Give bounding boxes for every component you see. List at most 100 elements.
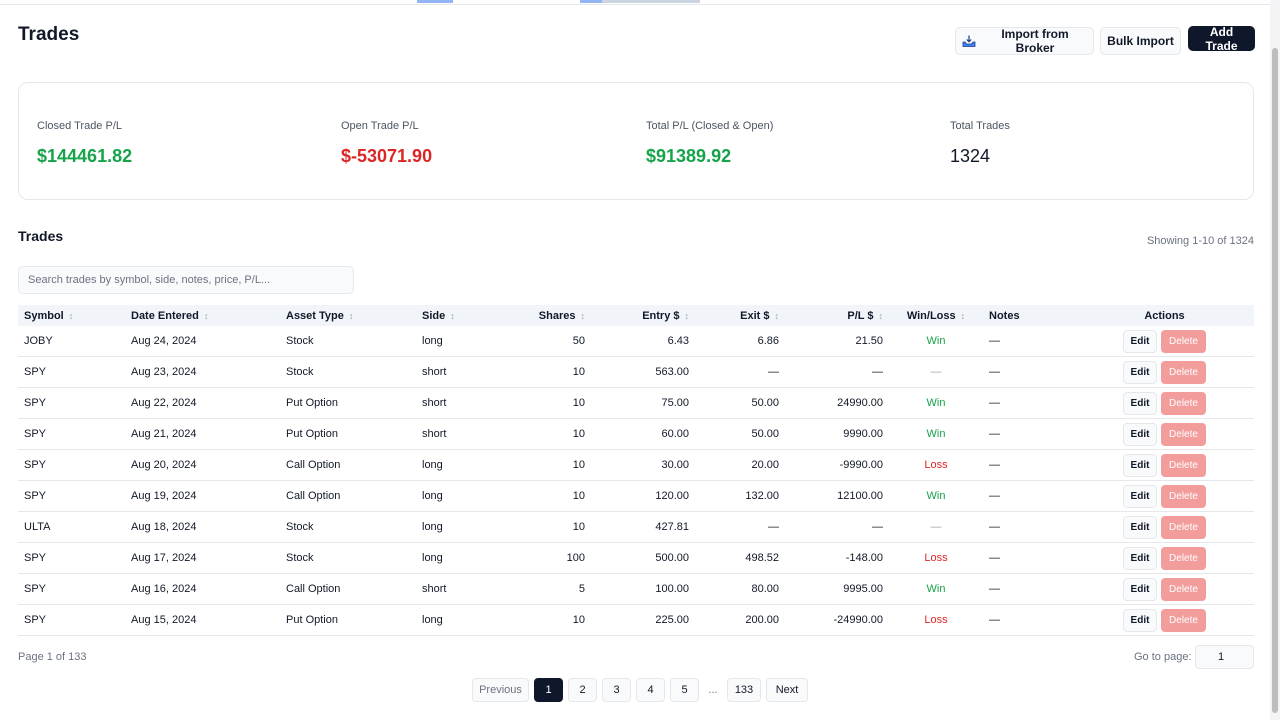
delete-trade-button[interactable]: Delete [1161,515,1206,539]
table-row: SPY Aug 23, 2024 Stock short 10 563.00— — — — Edi… [18,356,1254,388]
col-header-label: Side [422,309,446,322]
sort-arrows-icon[interactable]: ↕ [580,310,586,321]
cell-entry-price: 120.00 [591,480,695,512]
delete-trade-button[interactable]: Delete [1161,360,1206,384]
stat-label: Closed Trade P/L [37,120,122,132]
cell-notes: — [983,480,1075,512]
add-trade-button[interactable]: Add Trade [1188,25,1255,53]
sort-arrows-icon[interactable]: ↕ [684,310,690,321]
cell-entry-price: 30.00 [591,449,695,481]
cell-shares: 10 [506,511,591,543]
delete-trade-button[interactable]: Delete [1161,577,1206,601]
cell-exit-price: 50.00 [695,387,785,419]
cell-asset-type: Call Option [280,573,416,605]
sort-arrows-icon[interactable]: ↕ [878,310,884,321]
edit-trade-button[interactable]: Edit [1123,360,1157,384]
cell-entry-price: 60.00 [591,418,695,450]
showing-count: Showing 1-10 of 1324 [1146,235,1254,247]
edit-trade-button[interactable]: Edit [1123,577,1157,601]
cell-exit-price: 20.00 [695,449,785,481]
sort-arrows-icon[interactable]: ↕ [450,310,455,321]
cell-actions: Edit Delete [1075,387,1254,419]
col-header-entry[interactable]: Entry $ ↕ [591,305,695,326]
edit-trade-button[interactable]: Edit [1123,484,1157,508]
edit-trade-button[interactable]: Edit [1123,329,1157,353]
col-header-pl[interactable]: P/L $ ↕ [785,305,889,326]
page-button-4[interactable]: 4 [636,678,665,702]
page-button-1[interactable]: 1 [534,678,563,702]
cell-notes: — [983,573,1075,605]
table-row: SPY Aug 16, 2024 Call Option short 5 100.00 80… [18,573,1254,605]
previous-page-button[interactable]: Previous [472,678,529,702]
col-header-asset-type[interactable]: Asset Type ↕ [280,305,416,326]
table-row: SPY Aug 22, 2024 Put Option short 10 75.00 50.… [18,387,1254,419]
next-page-button[interactable]: Next [766,678,808,702]
cell-asset-type: Stock [280,356,416,388]
cell-exit-price: 6.86 [695,326,785,357]
delete-trade-button[interactable]: Delete [1161,608,1206,632]
delete-trade-button[interactable]: Delete [1161,453,1206,477]
sort-arrows-icon[interactable]: ↕ [960,310,966,321]
cell-date-entered: Aug 19, 2024 [125,480,280,512]
cell-asset-type: Call Option [280,480,416,512]
page-button-5[interactable]: 5 [670,678,699,702]
cell-pl: 9990.00 [785,418,889,450]
goto-page-input[interactable] [1195,645,1254,669]
col-header-shares[interactable]: Shares ↕ [506,305,591,326]
cell-asset-type: Put Option [280,604,416,636]
delete-trade-button[interactable]: Delete [1161,484,1206,508]
delete-trade-button[interactable]: Delete [1161,391,1206,415]
edit-trade-button[interactable]: Edit [1123,515,1157,539]
cell-exit-price: — [695,356,785,388]
inbox-tray-icon [962,34,976,48]
sort-arrows-icon[interactable]: ↕ [774,310,780,321]
edit-trade-button[interactable]: Edit [1123,546,1157,570]
cell-entry-price: 6.43 [591,326,695,357]
page-button-3[interactable]: 3 [602,678,631,702]
col-header-exit[interactable]: Exit $ ↕ [695,305,785,326]
scrollbar-thumb[interactable] [1272,48,1278,713]
col-header-label: Asset Type [286,309,344,322]
delete-trade-button[interactable]: Delete [1161,422,1206,446]
edit-trade-button[interactable]: Edit [1123,422,1157,446]
edit-trade-button[interactable]: Edit [1123,391,1157,415]
bulk-import-button[interactable]: Bulk Import [1100,27,1181,55]
sort-arrows-icon[interactable]: ↕ [348,310,354,321]
search-input[interactable] [18,266,354,294]
cell-side: long [416,542,506,574]
page-button-last[interactable]: 133 [727,678,761,702]
cell-entry-price: 500.00 [591,542,695,574]
cell-symbol: SPY [18,573,125,605]
col-header-label: Exit $ [740,309,770,322]
pagination: Previous 1 2 3 4 5 ... 133 Next [472,678,808,702]
delete-trade-button[interactable]: Delete [1161,546,1206,570]
pagination-ellipsis: ... [708,684,718,696]
cell-side: long [416,326,506,357]
import-from-broker-button[interactable]: Import from Broker [955,27,1094,55]
cell-symbol: SPY [18,356,125,388]
col-header-actions: Actions [1075,305,1254,326]
cell-shares: 5 [506,573,591,605]
sort-arrows-icon[interactable]: ↕ [68,310,74,321]
cell-actions: Edit Delete [1075,418,1254,450]
col-header-label: Date Entered [131,309,199,322]
page-button-2[interactable]: 2 [568,678,597,702]
sort-arrows-icon[interactable]: ↕ [203,310,209,321]
delete-trade-button[interactable]: Delete [1161,329,1206,353]
cell-date-entered: Aug 17, 2024 [125,542,280,574]
page-scrollbar[interactable] [1270,0,1280,720]
cell-symbol: SPY [18,604,125,636]
cell-asset-type: Put Option [280,387,416,419]
cell-pl: 21.50 [785,326,889,357]
cell-pl: — [785,511,889,543]
col-header-win-loss[interactable]: Win/Loss ↕ [889,305,983,326]
col-header-side[interactable]: Side ↕ [416,305,506,326]
cell-side: long [416,604,506,636]
cell-side: short [416,356,506,388]
col-header-symbol[interactable]: Symbol ↕ [18,305,125,326]
cell-symbol: ULTA [18,511,125,543]
edit-trade-button[interactable]: Edit [1123,453,1157,477]
col-header-date[interactable]: Date Entered ↕ [125,305,280,326]
cell-entry-price: 563.00 [591,356,695,388]
edit-trade-button[interactable]: Edit [1123,608,1157,632]
